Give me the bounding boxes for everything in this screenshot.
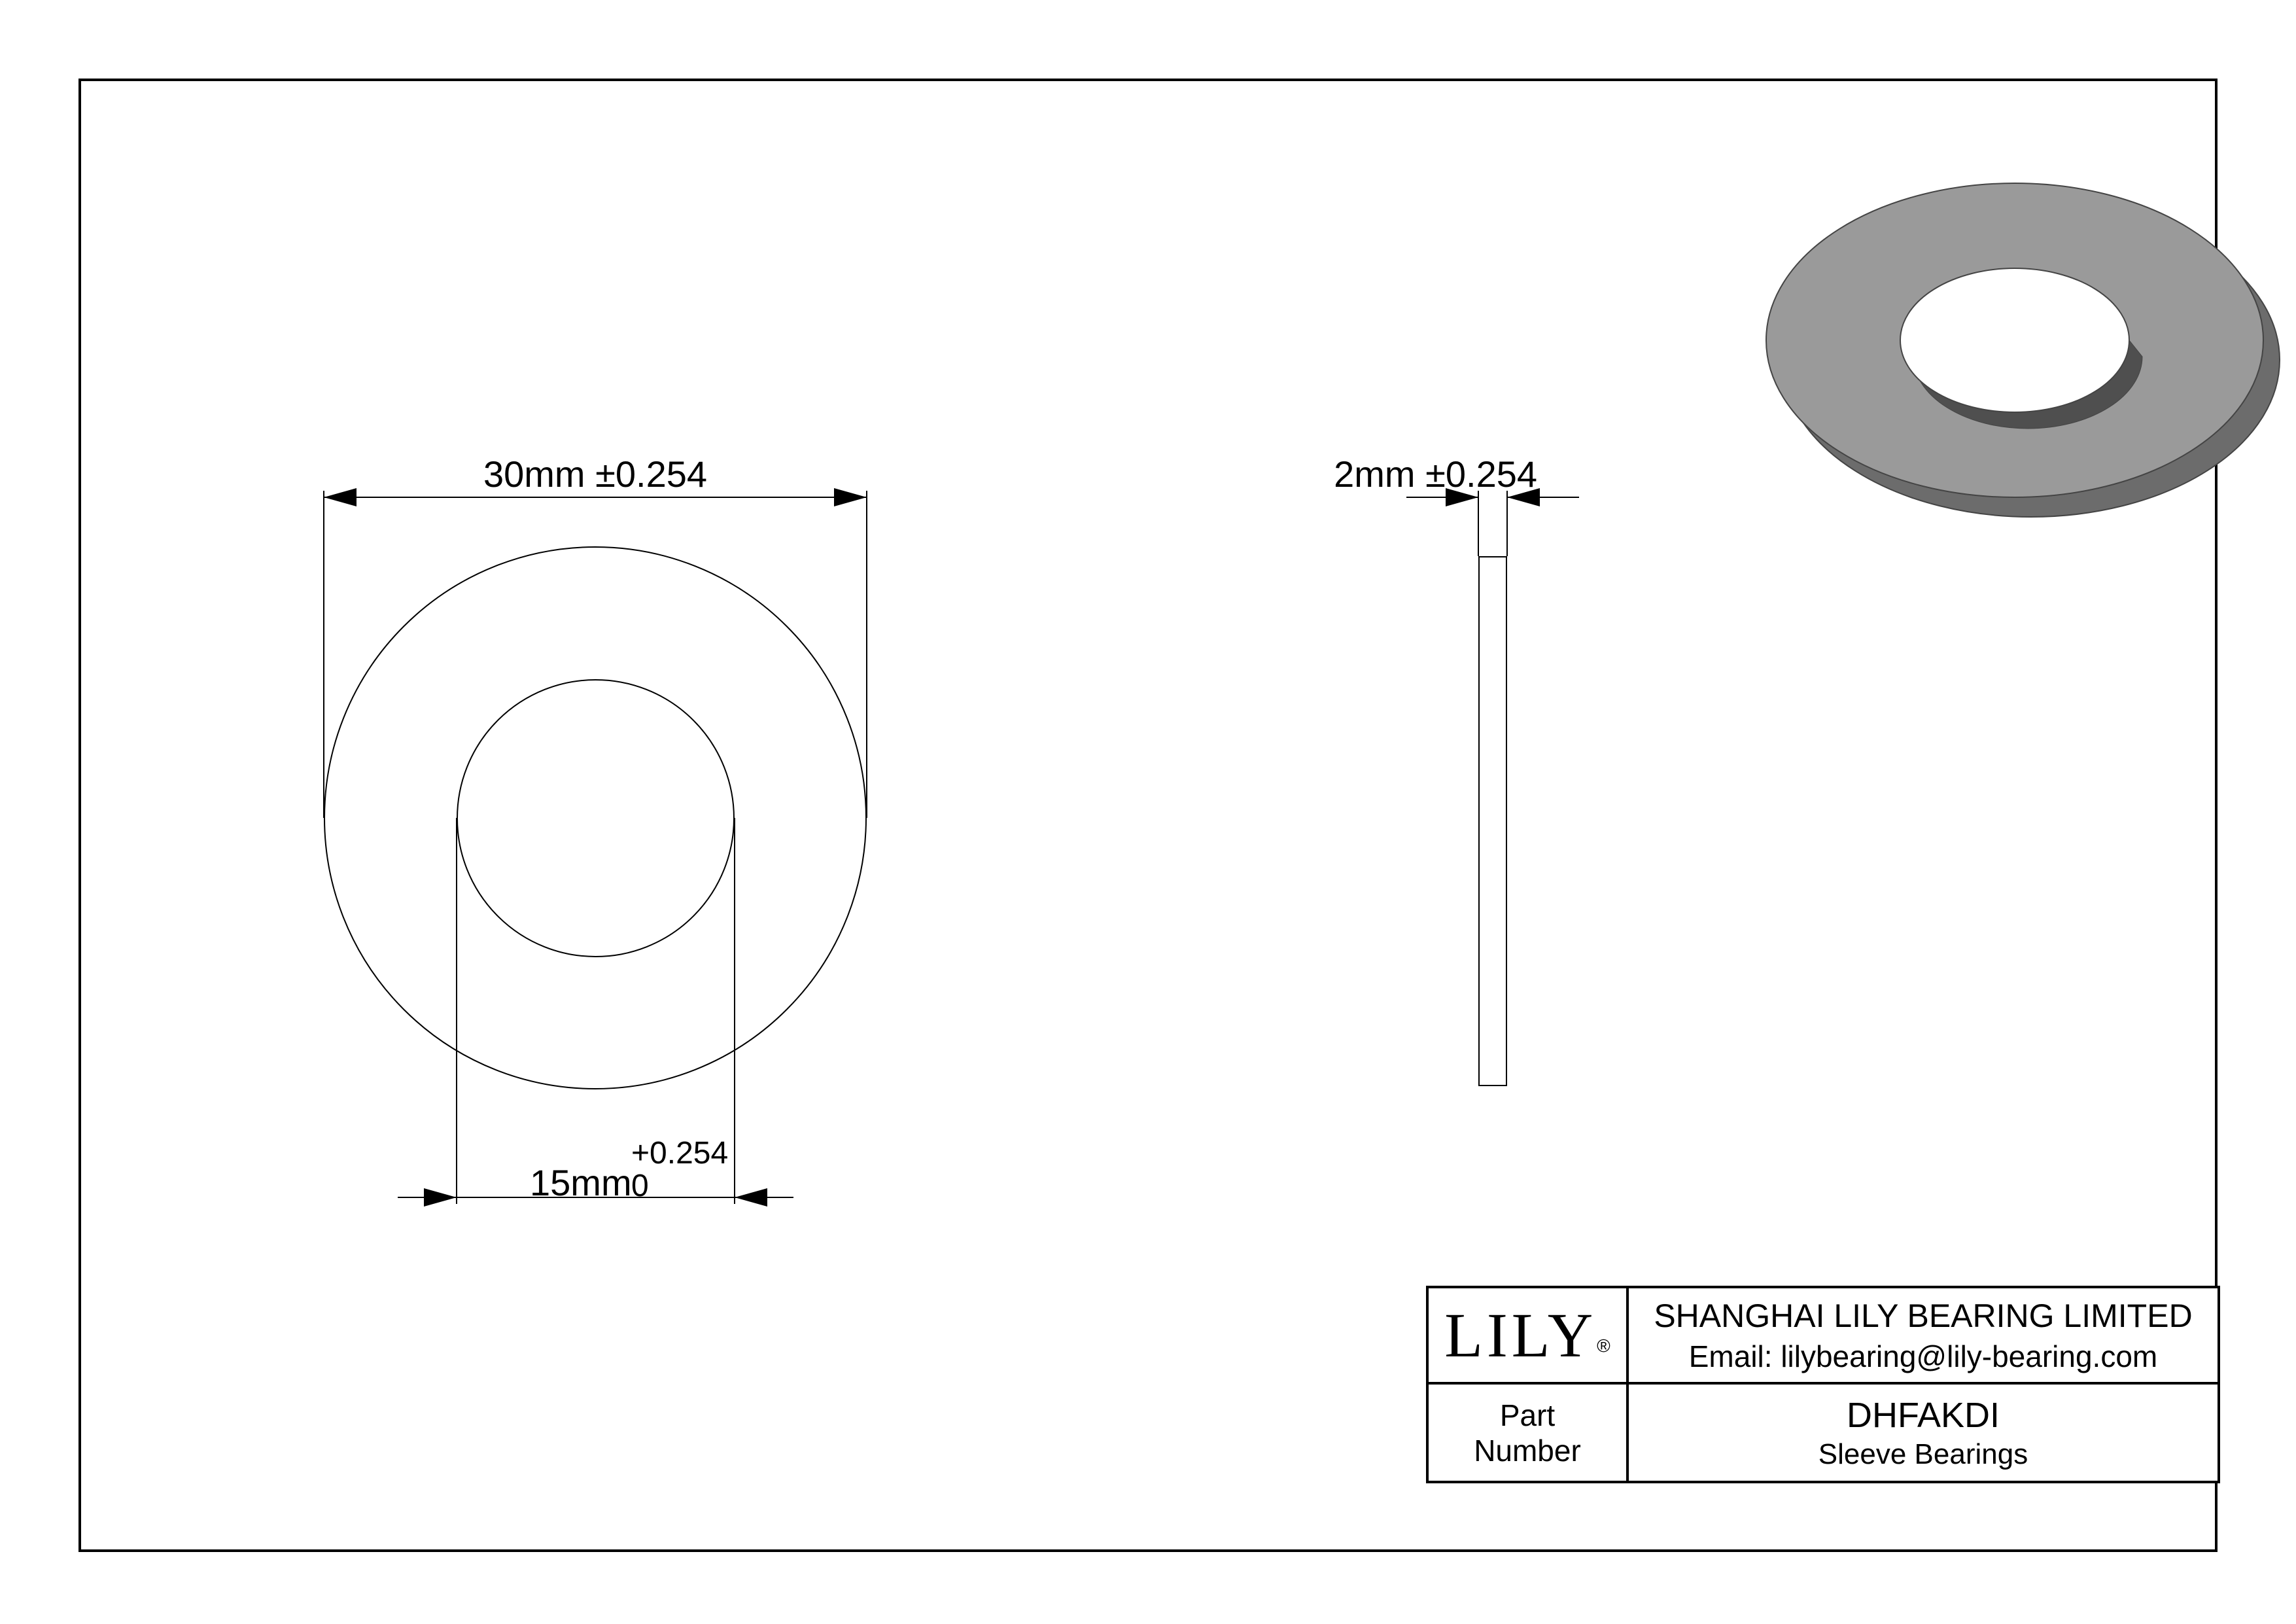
side-view-rect bbox=[1478, 556, 1507, 1086]
part-label-line2: Number bbox=[1474, 1433, 1581, 1468]
company-email: Email: lilybearing@lily-bearing.com bbox=[1689, 1339, 2158, 1374]
titleblock-partnum-cell: DHFAKDI Sleeve Bearings bbox=[1626, 1382, 2220, 1483]
inner-diameter-tol-lower: 0 bbox=[631, 1168, 649, 1204]
id-extline-right bbox=[734, 818, 735, 1204]
id-arrow-right-icon bbox=[735, 1188, 767, 1207]
od-dimline bbox=[324, 497, 867, 498]
front-view-inner-circle bbox=[457, 679, 735, 957]
outer-diameter-dimension: 30mm ±0.254 bbox=[483, 453, 707, 495]
registered-trademark-icon: ® bbox=[1597, 1336, 1610, 1356]
part-label-line1: Part bbox=[1500, 1398, 1555, 1433]
id-extline-left bbox=[456, 818, 457, 1204]
id-arrow-left-icon bbox=[424, 1188, 457, 1207]
thickness-dimension: 2mm ±0.254 bbox=[1184, 453, 1537, 495]
company-logo-text: LILY bbox=[1444, 1300, 1597, 1370]
part-number: DHFAKDI bbox=[1847, 1395, 2000, 1436]
product-type: Sleeve Bearings bbox=[1818, 1438, 2028, 1471]
od-arrow-right-icon bbox=[834, 488, 867, 506]
titleblock-part-label-cell: Part Number bbox=[1426, 1382, 1629, 1483]
titleblock-logo-cell: LILY® bbox=[1426, 1286, 1629, 1385]
isometric-ring-view bbox=[1740, 98, 2296, 595]
od-extline-right bbox=[866, 491, 867, 818]
od-extline-left bbox=[323, 491, 324, 818]
inner-diameter-value: 15mm bbox=[530, 1161, 632, 1204]
od-arrow-left-icon bbox=[324, 488, 357, 506]
titleblock-company-cell: SHANGHAI LILY BEARING LIMITED Email: lil… bbox=[1626, 1286, 2220, 1385]
engineering-drawing-page: 30mm ±0.254 15mm +0.254 0 2mm ±0.254 LIL… bbox=[0, 0, 2296, 1624]
inner-diameter-tol-upper: +0.254 bbox=[631, 1135, 728, 1171]
company-name: SHANGHAI LILY BEARING LIMITED bbox=[1654, 1297, 2192, 1335]
